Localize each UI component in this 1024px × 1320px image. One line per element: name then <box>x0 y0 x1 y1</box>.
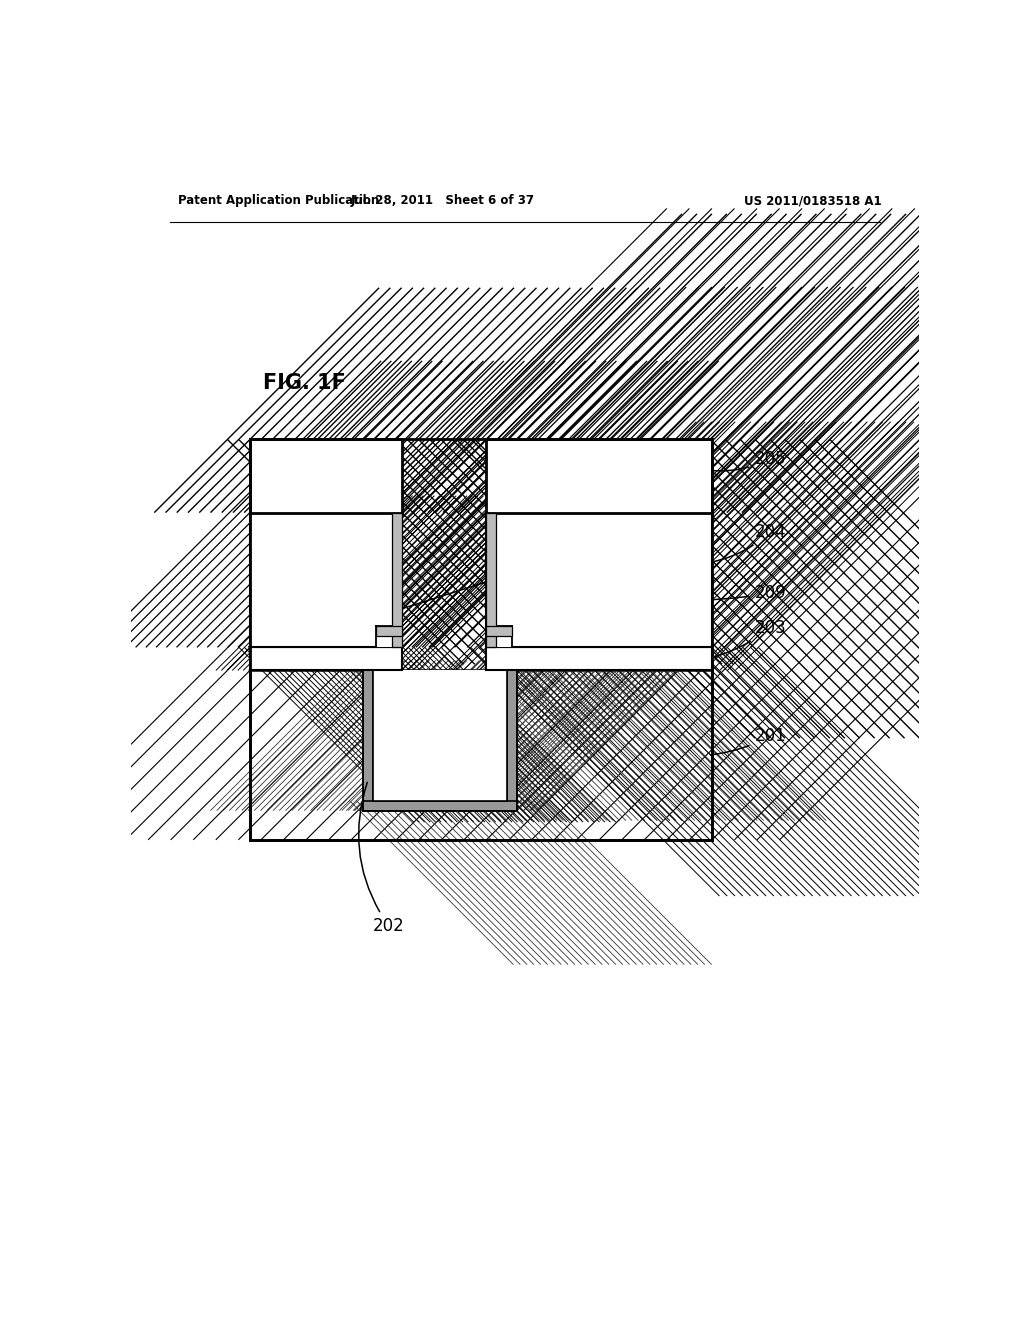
Bar <box>250 440 712 840</box>
Bar <box>250 440 401 512</box>
Text: 209: 209 <box>494 581 785 602</box>
Bar <box>364 671 373 810</box>
Bar <box>486 512 712 647</box>
Bar <box>373 671 507 800</box>
Bar <box>250 647 401 671</box>
Text: 202: 202 <box>358 783 404 935</box>
Text: 201: 201 <box>711 727 786 755</box>
Bar <box>250 671 712 840</box>
Bar <box>486 626 512 636</box>
Bar <box>486 647 712 671</box>
Bar <box>250 512 401 647</box>
Bar <box>507 671 517 810</box>
Text: Jul. 28, 2011   Sheet 6 of 37: Jul. 28, 2011 Sheet 6 of 37 <box>350 194 535 207</box>
Bar <box>364 800 517 810</box>
Text: Patent Application Publication: Patent Application Publication <box>178 194 380 207</box>
Bar <box>391 512 401 647</box>
Bar <box>486 647 712 671</box>
Bar <box>250 512 401 647</box>
Text: FIG. 1F: FIG. 1F <box>263 374 346 393</box>
Bar <box>486 440 712 512</box>
Bar <box>486 512 497 647</box>
Text: US 2011/0183518 A1: US 2011/0183518 A1 <box>743 194 882 207</box>
Text: 205: 205 <box>711 450 785 471</box>
Bar <box>497 626 512 647</box>
Bar <box>376 626 401 636</box>
Bar <box>376 626 391 647</box>
Text: 204: 204 <box>711 523 785 562</box>
Bar <box>507 671 517 810</box>
Bar <box>364 800 517 810</box>
Bar <box>486 512 712 647</box>
Bar <box>486 440 712 512</box>
Text: 203: 203 <box>711 619 786 659</box>
Bar <box>250 671 712 840</box>
Bar <box>364 671 373 810</box>
Bar <box>250 440 401 512</box>
Bar <box>250 647 401 671</box>
